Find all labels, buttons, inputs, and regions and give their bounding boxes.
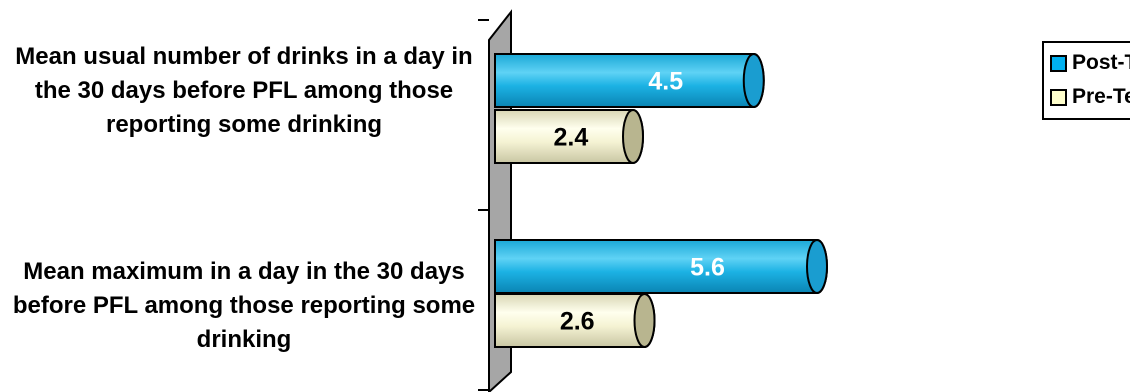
legend-swatch-pre-test	[1050, 88, 1067, 106]
legend-label-post-test: Post-Test	[1072, 51, 1130, 74]
legend-swatch-post-test	[1050, 54, 1067, 72]
legend-label-pre-test: Pre-Test	[1072, 85, 1130, 108]
data-label-pre-test-1: 2.6	[560, 308, 595, 336]
data-label-post-test-1: 5.6	[690, 254, 725, 282]
bar-post-test-1	[494, 239, 828, 294]
legend-item-pre-test: Pre-Test	[1050, 84, 1130, 110]
category-label-1: Mean maximum in a day in the 30 days bef…	[12, 258, 476, 353]
legend: Post-Test Pre-Test	[1042, 41, 1130, 120]
data-label-pre-test-0: 2.4	[554, 124, 589, 152]
data-label-post-test-0: 4.5	[648, 68, 683, 96]
category-label-0: Mean usual number of drinks in a day in …	[15, 43, 473, 138]
bar-pre-test-1	[494, 293, 656, 348]
bar-post-test-0	[494, 53, 765, 108]
bar-pre-test-0	[494, 109, 644, 164]
legend-item-post-test: Post-Test	[1050, 50, 1130, 76]
